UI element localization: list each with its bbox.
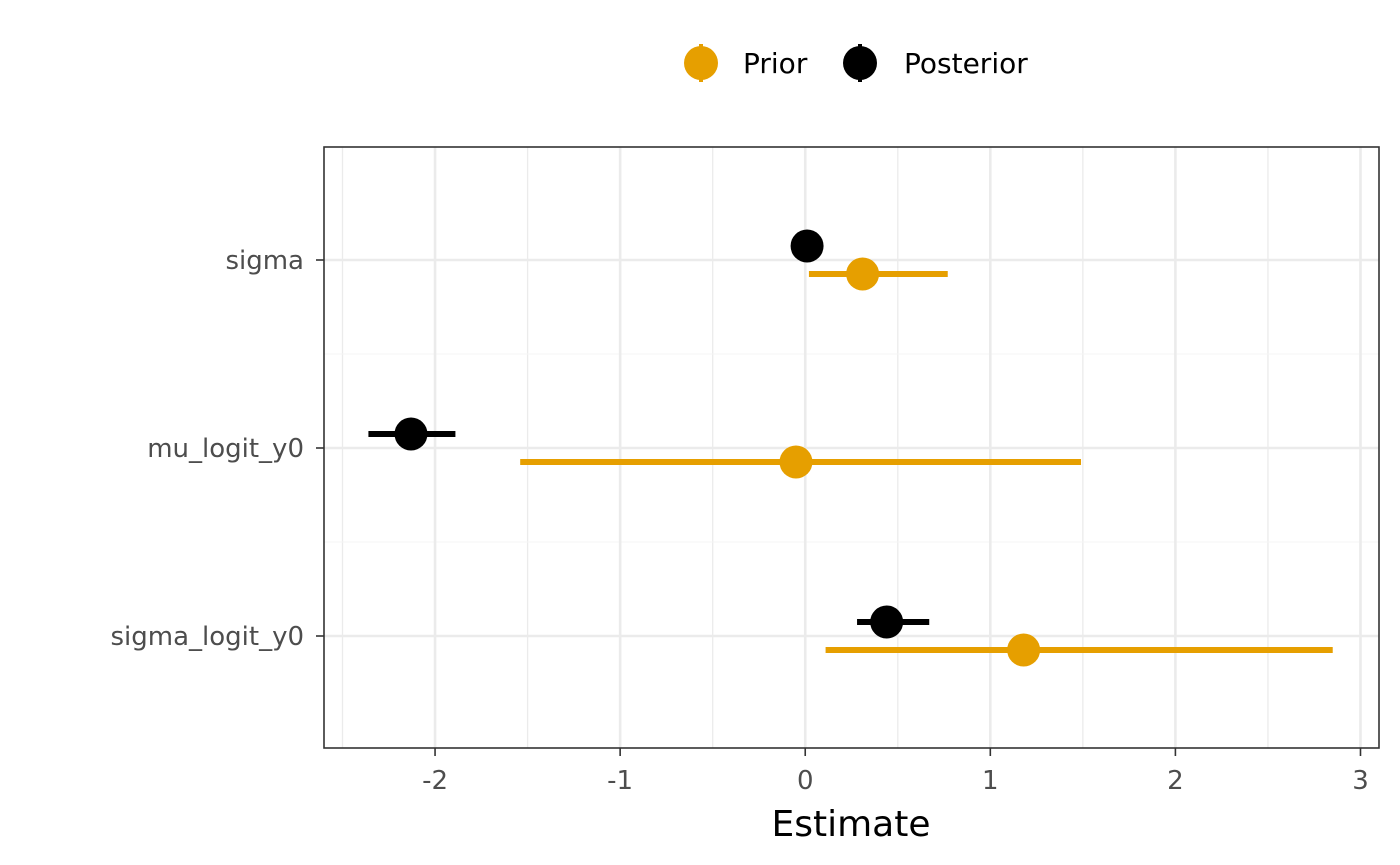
legend-item-prior: Prior: [684, 44, 808, 82]
x-tick-label: -2: [422, 766, 448, 796]
posterior-point-mu-logit-y0: [394, 417, 428, 451]
x-tick-label: 3: [1352, 766, 1369, 796]
x-axis: -2 -1 0 1 2 3: [422, 748, 1369, 796]
series-marks: [368, 229, 1333, 667]
y-tick-label: sigma_logit_y0: [110, 622, 304, 652]
legend-label-posterior: Posterior: [904, 47, 1028, 80]
legend-item-posterior: Posterior: [843, 44, 1028, 82]
y-axis: sigma mu_logit_y0 sigma_logit_y0: [110, 246, 324, 652]
legend-key-prior: [684, 46, 718, 80]
prior-point-sigma-logit-y0: [1007, 633, 1041, 667]
y-tick-label: sigma: [225, 246, 304, 276]
x-tick-label: -1: [607, 766, 633, 796]
legend-label-prior: Prior: [743, 47, 808, 80]
prior-point-sigma: [846, 257, 880, 291]
prior-point-mu-logit-y0: [779, 445, 813, 479]
posterior-point-sigma-logit-y0: [870, 605, 904, 639]
x-tick-label: 2: [1167, 766, 1184, 796]
legend-key-posterior: [843, 46, 877, 80]
x-tick-label: 0: [797, 766, 814, 796]
legend: Prior Posterior: [684, 44, 1028, 82]
x-axis-title: Estimate: [771, 804, 930, 845]
x-tick-label: 1: [982, 766, 999, 796]
y-tick-label: mu_logit_y0: [147, 434, 304, 464]
posterior-point-sigma: [790, 229, 824, 263]
